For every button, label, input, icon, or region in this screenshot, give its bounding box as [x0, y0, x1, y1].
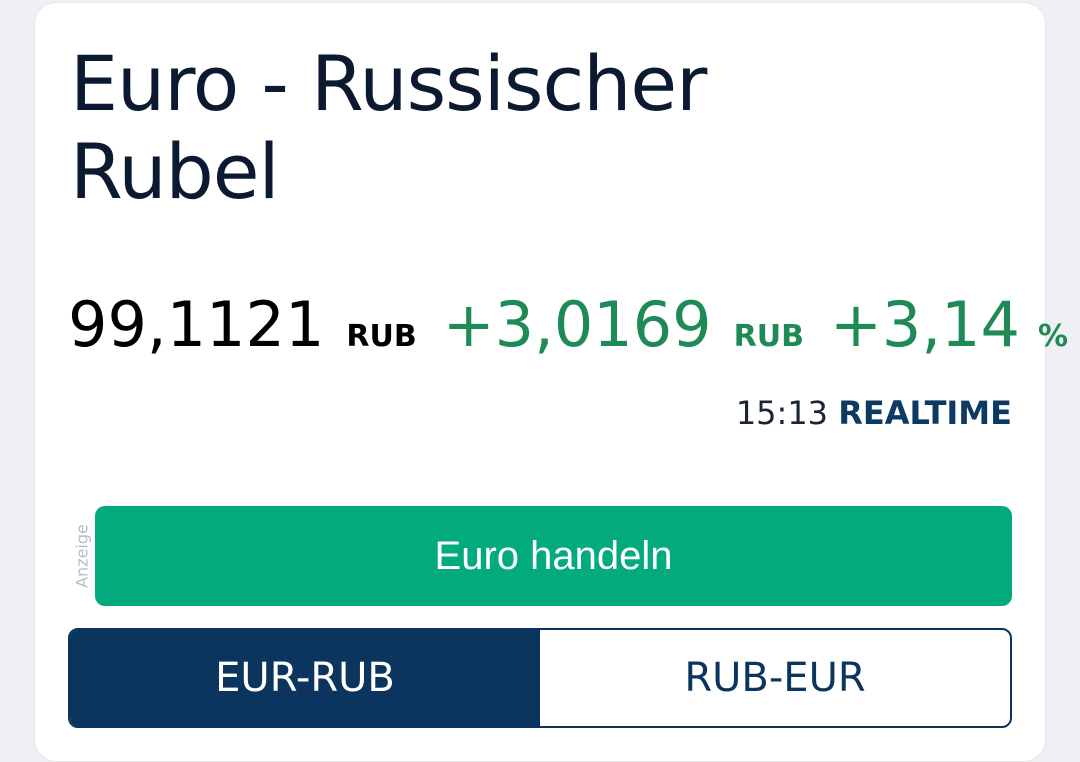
realtime-label: REALTIME [838, 394, 1012, 432]
toggle-eur-rub[interactable]: EUR-RUB [70, 630, 540, 726]
timestamp: 15:13 REALTIME [736, 394, 1012, 432]
title-line: Euro - Russischer [70, 39, 707, 128]
toggle-rub-eur[interactable]: RUB-EUR [684, 655, 866, 701]
price-unit: RUB [346, 319, 417, 354]
page-title: Euro - Russischer Rubel [70, 39, 707, 216]
time: 15:13 [735, 394, 829, 432]
price: 99,1121 [68, 288, 325, 361]
trade-euro-button[interactable]: Euro handeln [95, 506, 1012, 606]
change-percent: +3,14 [829, 288, 1020, 361]
percent-unit: % [1037, 319, 1068, 354]
change-unit: RUB [733, 319, 804, 354]
title-line: Rubel [70, 127, 280, 216]
change: +3,0169 [442, 288, 712, 361]
currency-pair-toggle: EUR-RUB RUB-EUR [68, 628, 1012, 728]
ad-label: Anzeige [72, 524, 92, 588]
quote-row: 99,1121 RUB +3,0169 RUB +3,14 % [68, 288, 1068, 361]
